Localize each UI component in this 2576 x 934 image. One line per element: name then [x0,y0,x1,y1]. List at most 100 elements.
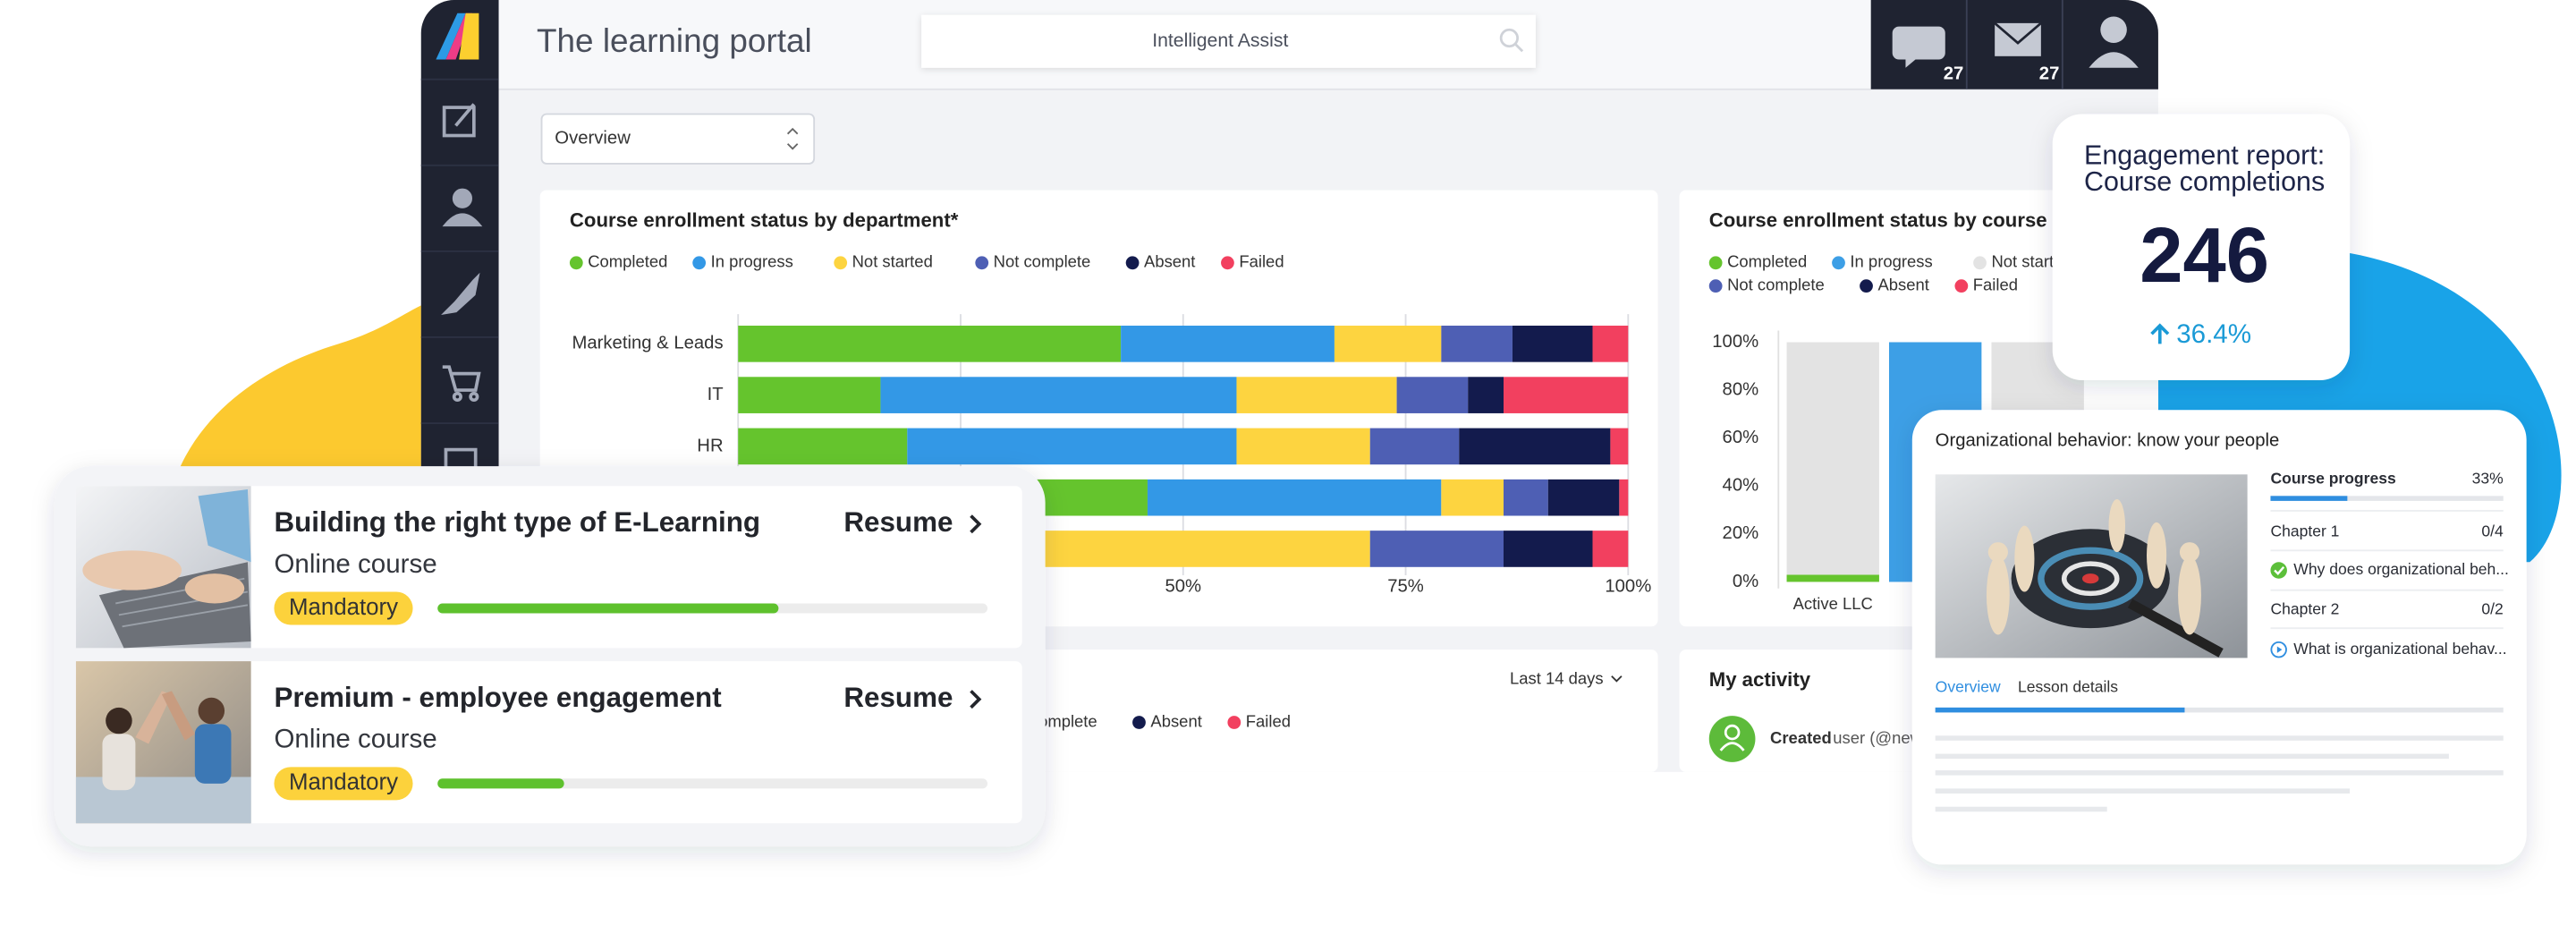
badge [274,591,413,625]
legend-label: Absent [1150,711,1201,730]
sidebar [420,0,499,483]
lesson-item[interactable]: What is organizational behav... [2293,640,2506,658]
x-tick-label: 75% [1387,576,1424,596]
legend-swatch [692,256,707,270]
y-tick-label: 100% [1712,332,1758,352]
bar-segment [1547,479,1620,516]
progress-fill [2270,496,2348,501]
bar-segment [1121,326,1335,362]
legend-label: Not complete [994,252,1091,271]
resume-button[interactable]: Resume [843,682,953,713]
legend-swatch [975,256,989,270]
chart-title: Course enrollment status by department* [570,208,959,231]
bar-segment [1459,428,1611,465]
legend-swatch [1132,716,1146,729]
bar-segment [880,377,1237,413]
tab[interactable]: Overview [1936,677,2001,695]
tab[interactable]: Lesson details [2018,677,2118,695]
progress-percent: 33% [2472,469,2504,487]
legend-label: Not started [1991,252,2072,271]
portal-title: The learning portal [537,22,812,59]
lesson-item[interactable]: Why does organizational beh... [2293,560,2509,578]
progress-label: Course progress [2270,469,2395,487]
tab-indicator [1935,707,2185,713]
bar-segment [738,326,1122,362]
badge-label: Mandatory [289,595,398,620]
bar-segment [1503,531,1593,567]
bar-segment [1369,428,1460,465]
course-title: Building the right type of E-Learning [274,506,760,538]
legend-swatch [569,256,583,270]
card-title: Engagement report: [2084,140,2325,171]
progress-fill [437,603,779,614]
resume-button[interactable]: Resume [843,506,953,538]
dropdown-arrows [786,127,799,150]
activity-title: My activity [1709,668,1811,691]
bar-segment [1592,531,1629,567]
range-selector[interactable]: Last 14 days [1510,668,1604,687]
legend-swatch [834,256,848,270]
bar-segment [1786,574,1879,582]
bar-segment [1592,326,1629,362]
done-icon [2270,562,2287,579]
course-type: Online course [274,549,436,579]
range-chevron [1611,675,1623,683]
logo [436,13,479,60]
play-icon [2270,641,2287,658]
legend-label: Not started [852,252,933,271]
badge-label: Mandatory [289,770,398,795]
bar-segment [738,428,908,465]
tab-track [1935,707,2504,713]
legend-swatch [1708,256,1723,270]
legend-swatch [1973,256,1987,270]
x-tick-label: 50% [1165,576,1201,596]
search-icon [1499,28,1524,53]
bar-segment [1441,479,1504,516]
legend-label: Not complete [1727,276,1825,294]
y-tick-label: 80% [1723,379,1759,399]
legend-swatch [1227,716,1241,729]
activity-action: Created [1770,728,1832,747]
chapter-name: Chapter 1 [2270,522,2339,540]
card-title: Course completions [2084,166,2325,197]
legend-label: Failed [1973,276,2018,294]
bar-segment [1468,377,1504,413]
card-bg [2052,114,2351,380]
bar-segment [1610,428,1629,465]
chat-badge: 27 [1944,64,1964,84]
bar-segment [1147,479,1442,516]
bar-segment [738,377,881,413]
course-type: Online course [274,725,436,754]
bar-segment [1786,342,1879,575]
bar-segment [1503,479,1548,516]
filter-dropdown[interactable] [540,113,816,165]
completions-change: 36.4% [2176,319,2251,349]
bar-segment [1503,377,1629,413]
y-tick-label: HR [697,436,723,455]
course-list: Building the right type of E-Learning Res… [54,466,1046,847]
y-tick-label: 20% [1723,523,1759,543]
completions-value: 246 [2140,212,2269,299]
lesson-image [1935,474,2248,658]
header-dividers [1965,0,2063,89]
y-tick-label: 60% [1723,428,1759,447]
course-thumbnail [75,661,251,824]
legend-swatch [1832,256,1845,270]
bar-segment [907,428,1237,465]
chevron [970,690,982,709]
mail-flap [1994,21,2042,45]
legend-label: Completed [588,252,667,271]
y-tick-label: IT [708,385,724,404]
chapter-count: 0/4 [2481,522,2504,540]
chart-title: Course enrollment status by course [1709,208,2047,231]
legend-label: In progress [1850,252,1932,271]
progress-track [2270,496,2504,501]
search-placeholder: Intelligent Assist [1152,30,1288,51]
sidebar-dividers [420,78,499,424]
play-icon [2276,646,2283,653]
avatar-icon [1724,724,1741,741]
chevron [970,514,982,534]
search-box[interactable] [921,14,1536,68]
y-tick-label: Marketing & Leads [572,334,723,353]
